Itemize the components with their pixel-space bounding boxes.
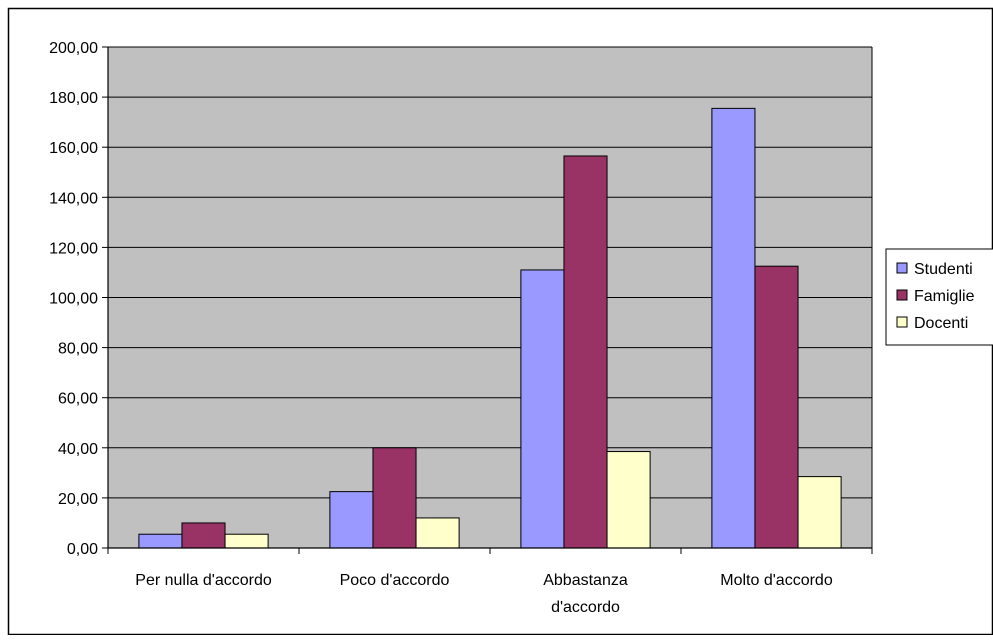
y-tick-label: 40,00 <box>58 441 98 458</box>
legend-swatch-studenti <box>896 262 908 274</box>
y-tick-label: 0,00 <box>67 541 98 558</box>
x-category-label: Molto d'accordo <box>720 572 833 589</box>
legend-swatch-docenti <box>896 316 908 328</box>
y-tick-label: 140,00 <box>49 190 98 207</box>
x-category-label: Per nulla d'accordo <box>135 572 272 589</box>
bar-famiglie <box>563 155 608 549</box>
bar-famiglie <box>754 265 799 549</box>
x-category-label: d'accordo <box>551 599 620 616</box>
y-tick-label: 60,00 <box>58 391 98 408</box>
bar-studenti <box>138 533 183 549</box>
bar-studenti <box>711 107 756 549</box>
y-tick-label: 20,00 <box>58 491 98 508</box>
legend-label-docenti: Docenti <box>914 315 968 332</box>
legend-label-famiglie: Famiglie <box>914 288 975 305</box>
bar-studenti <box>520 269 565 549</box>
bar-docenti <box>797 476 842 549</box>
bar-famiglie <box>372 447 417 549</box>
y-tick-label: 200,00 <box>49 40 98 57</box>
bar-famiglie <box>181 522 226 549</box>
legend-label-studenti: Studenti <box>914 261 973 278</box>
x-category-label: Poco d'accordo <box>340 572 450 589</box>
y-tick-label: 100,00 <box>49 291 98 308</box>
bar-docenti <box>224 533 269 549</box>
y-tick-label: 80,00 <box>58 341 98 358</box>
bar-docenti <box>415 517 460 549</box>
y-tick-label: 160,00 <box>49 140 98 157</box>
x-category-label: Abbastanza <box>543 572 628 589</box>
y-tick-label: 120,00 <box>49 240 98 257</box>
legend-swatch-famiglie <box>896 289 908 301</box>
bar-studenti <box>329 491 374 549</box>
y-tick-label: 180,00 <box>49 90 98 107</box>
bar-docenti <box>606 451 651 549</box>
